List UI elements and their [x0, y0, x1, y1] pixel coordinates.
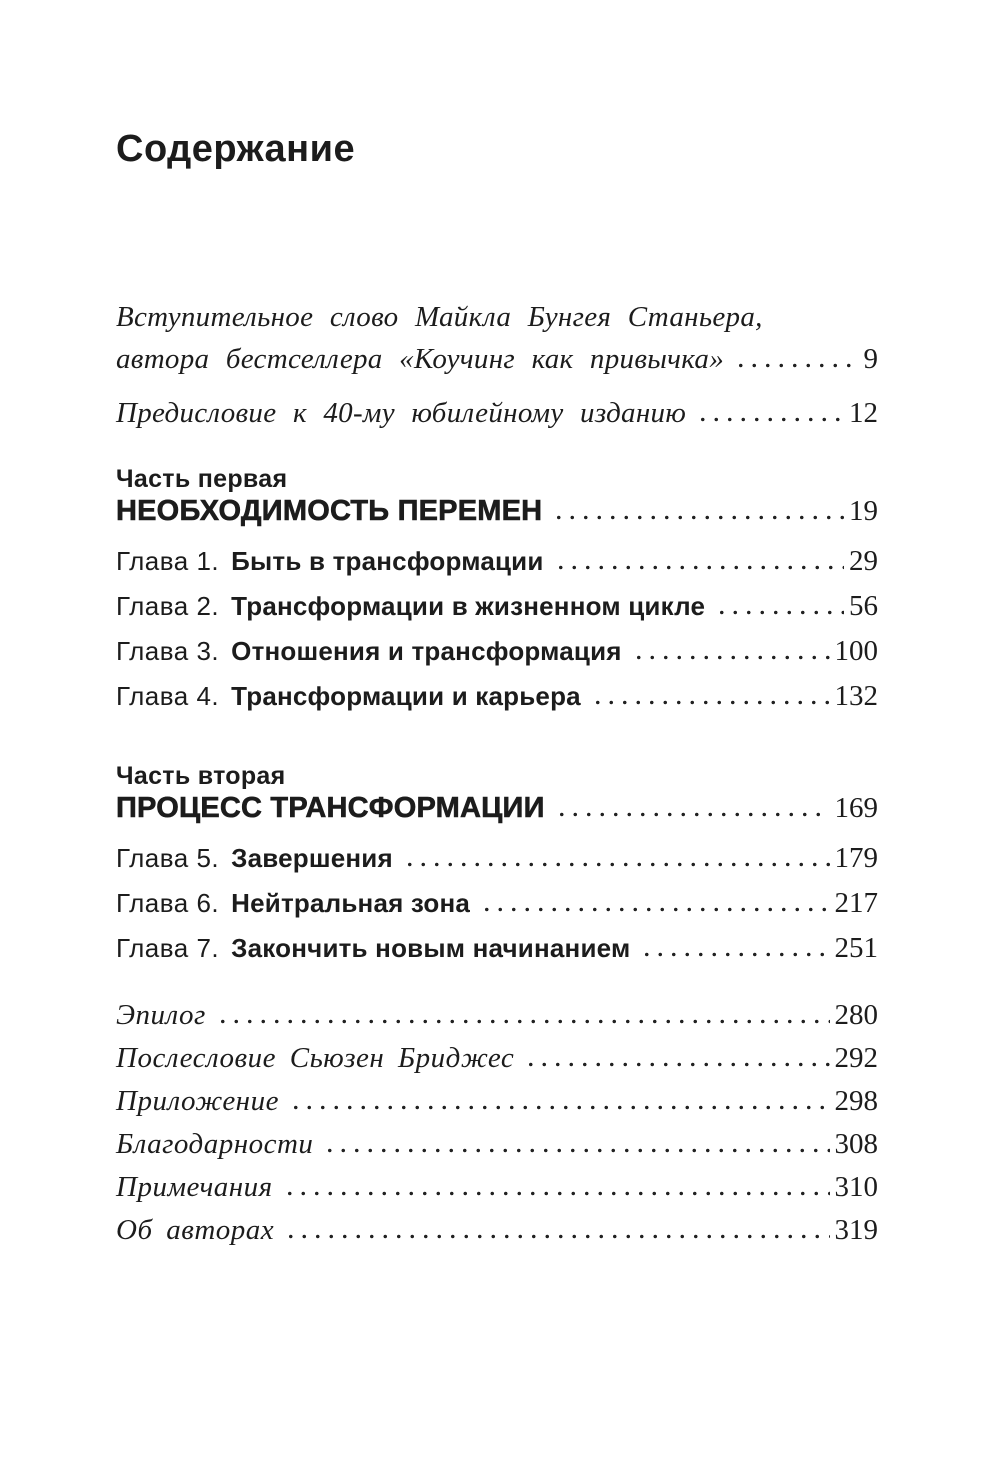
page-number: 280 — [834, 999, 879, 1031]
toc-row: Об авторах 319 — [116, 1209, 878, 1252]
dot-leader — [588, 700, 830, 705]
chapter-row: Глава 4. Трансформации и карьера 132 — [116, 674, 878, 719]
chapter-row: Глава 7. Закончить новым начинанием 251 — [116, 926, 878, 971]
page-number: 298 — [834, 1085, 879, 1117]
toc-row: Послесловие Сьюзен Бриджес 292 — [116, 1037, 878, 1080]
chapter-row: Глава 1. Быть в трансформации 29 — [116, 539, 878, 584]
part-kicker: Часть вторая — [116, 762, 286, 790]
dot-leader — [400, 862, 830, 867]
entry-label-line2: автора бестселлера «Коучинг как привычка… — [116, 343, 725, 375]
chapter-label: Глава 4. — [116, 681, 220, 711]
part-1: Часть первая НЕОБХОДИМОСТЬ ПЕРЕМЕН 19 Гл… — [116, 463, 878, 719]
toc-row: Эпилог 280 — [116, 994, 878, 1037]
page-number: 12 — [849, 397, 878, 429]
entry-label: Примечания — [116, 1171, 273, 1203]
chapter-title: Трансформации и карьера — [231, 681, 581, 711]
page-title: Содержание — [116, 128, 356, 170]
entry-label: Предисловие к 40-му юбилейному изданию — [116, 397, 687, 429]
chapter-title: Отношения и трансформация — [231, 636, 622, 666]
dot-leader — [321, 1148, 830, 1153]
page-number: 310 — [834, 1171, 879, 1203]
dot-leader — [732, 363, 859, 368]
dot-leader — [551, 565, 844, 570]
toc-row: Благодарности 308 — [116, 1123, 878, 1166]
front-entry-foreword: Вступительное слово Майкла Бунгея Станье… — [116, 296, 878, 380]
front-entry-preface: Предисловие к 40-му юбилейному изданию 1… — [116, 392, 878, 434]
entry-label: Эпилог — [116, 999, 206, 1031]
chapter-row: Глава 5. Завершения 179 — [116, 836, 878, 881]
entry-label: Послесловие Сьюзен Бриджес — [116, 1042, 515, 1074]
front-matter: Вступительное слово Майкла Бунгея Станье… — [116, 296, 878, 434]
dot-leader — [550, 515, 844, 520]
chapter-list: Глава 1. Быть в трансформации 29 Глава 2… — [116, 539, 878, 719]
page-number: 132 — [834, 680, 879, 712]
dot-leader — [713, 610, 844, 615]
toc-row: ПРОЦЕСС ТРАНСФОРМАЦИИ 169 — [116, 792, 879, 824]
entry-label: Об авторах — [116, 1214, 275, 1246]
dot-leader — [282, 1234, 830, 1239]
page-number: 100 — [834, 635, 879, 667]
toc-row: Предисловие к 40-му юбилейному изданию 1… — [116, 392, 878, 434]
chapter-title: Завершения — [231, 843, 393, 873]
dot-leader — [694, 417, 844, 422]
chapter-title: Быть в трансформации — [231, 546, 544, 576]
chapter-label: Глава 2. — [116, 591, 220, 621]
chapter-label: Глава 1. — [116, 546, 220, 576]
dot-leader — [213, 1019, 830, 1024]
dot-leader — [522, 1062, 830, 1067]
toc-row: Примечания 310 — [116, 1166, 878, 1209]
part-2: Часть вторая ПРОЦЕСС ТРАНСФОРМАЦИИ 169 Г… — [116, 760, 878, 971]
page-number: 29 — [849, 545, 878, 577]
chapter-title: Трансформации в жизненном цикле — [231, 591, 706, 621]
page-number: 169 — [834, 792, 879, 824]
part-title: НЕОБХОДИМОСТЬ ПЕРЕМЕН — [116, 495, 543, 527]
entry-label: Благодарности — [116, 1128, 314, 1160]
page-number: 179 — [834, 842, 879, 874]
toc-row: автора бестселлера «Коучинг как привычка… — [116, 338, 878, 380]
chapter-row: Глава 6. Нейтральная зона 217 — [116, 881, 878, 926]
page-content: Содержание Вступительное слово Майкла Бу… — [116, 0, 878, 1252]
dot-leader — [629, 655, 830, 660]
page-number: 319 — [834, 1214, 879, 1246]
entry-label-line1: Вступительное слово Майкла Бунгея Станье… — [116, 301, 763, 333]
page-number: 9 — [863, 343, 879, 375]
chapter-label: Глава 3. — [116, 636, 220, 666]
toc-row: Приложение 298 — [116, 1080, 878, 1123]
part-title: ПРОЦЕСС ТРАНСФОРМАЦИИ — [116, 792, 545, 824]
dot-leader — [280, 1191, 830, 1196]
part-kicker: Часть первая — [116, 465, 288, 493]
page-number: 217 — [834, 887, 879, 919]
toc-row: НЕОБХОДИМОСТЬ ПЕРЕМЕН 19 — [116, 495, 878, 527]
page-number: 56 — [849, 590, 878, 622]
chapter-label: Глава 6. — [116, 888, 220, 918]
chapter-row: Глава 3. Отношения и трансформация 100 — [116, 629, 878, 674]
chapter-title: Нейтральная зона — [231, 888, 471, 918]
page-number: 308 — [834, 1128, 879, 1160]
chapter-title: Закончить новым начинанием — [231, 933, 631, 963]
dot-leader — [478, 907, 830, 912]
dot-leader — [286, 1105, 830, 1110]
entry-label: Приложение — [116, 1085, 279, 1117]
page-number: 19 — [849, 495, 878, 527]
page-number: 251 — [834, 932, 879, 964]
dot-leader — [552, 812, 830, 817]
chapter-label: Глава 5. — [116, 843, 220, 873]
back-matter: Эпилог 280 Послесловие Сьюзен Бриджес 29… — [116, 994, 878, 1252]
page-number: 292 — [834, 1042, 879, 1074]
chapter-label: Глава 7. — [116, 933, 220, 963]
chapter-list: Глава 5. Завершения 179 Глава 6. Нейтрал… — [116, 836, 878, 971]
chapter-row: Глава 2. Трансформации в жизненном цикле… — [116, 584, 878, 629]
dot-leader — [638, 952, 830, 957]
